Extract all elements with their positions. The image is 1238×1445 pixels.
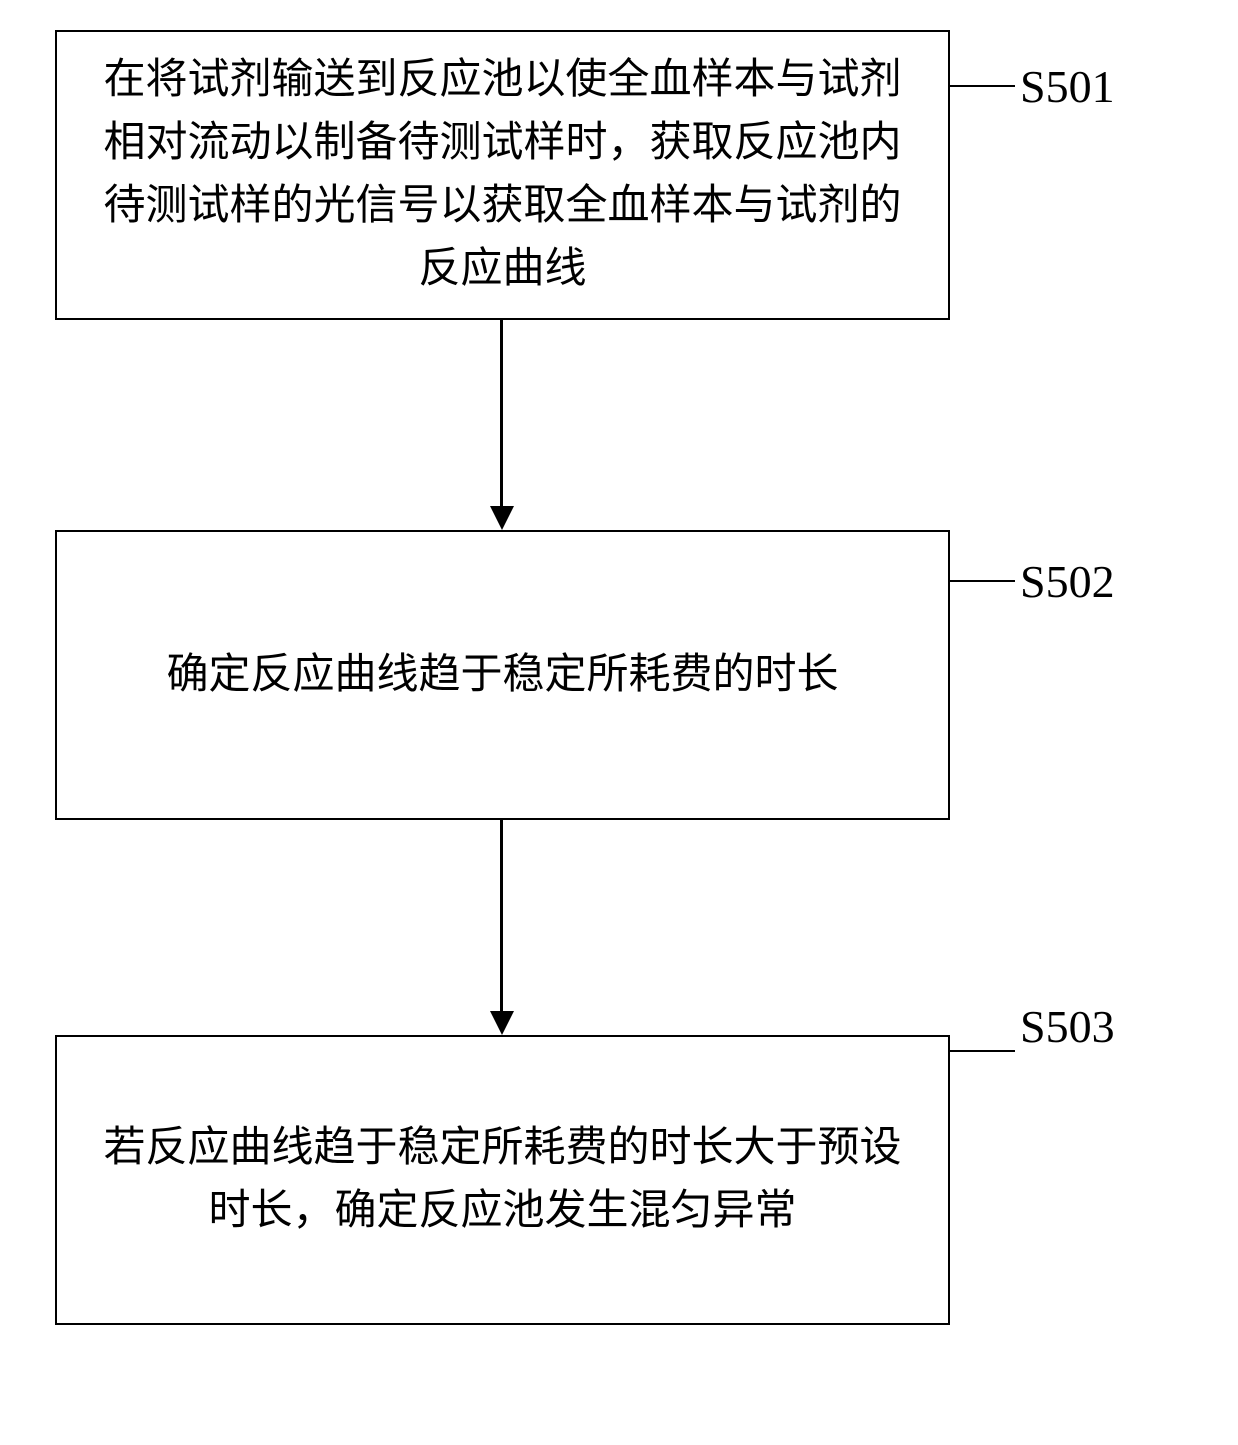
label-2-connector	[950, 580, 1015, 582]
arrow-1-line	[500, 320, 503, 506]
step-1-label: S501	[1020, 60, 1115, 113]
arrow-2-head	[490, 1011, 514, 1035]
step-2-label: S502	[1020, 555, 1115, 608]
flowchart-container: 在将试剂输送到反应池以使全血样本与试剂相对流动以制备待测试样时，获取反应池内待测…	[0, 0, 1238, 1445]
step-1-text: 在将试剂输送到反应池以使全血样本与试剂相对流动以制备待测试样时，获取反应池内待测…	[97, 49, 908, 301]
arrow-2-line	[500, 820, 503, 1011]
label-3-connector	[950, 1050, 1015, 1052]
flowchart-step-2: 确定反应曲线趋于稳定所耗费的时长	[55, 530, 950, 820]
step-3-text: 若反应曲线趋于稳定所耗费的时长大于预设时长，确定反应池发生混匀异常	[97, 1117, 908, 1243]
step-3-label: S503	[1020, 1000, 1115, 1053]
flowchart-step-3: 若反应曲线趋于稳定所耗费的时长大于预设时长，确定反应池发生混匀异常	[55, 1035, 950, 1325]
label-1-connector	[950, 85, 1015, 87]
flowchart-step-1: 在将试剂输送到反应池以使全血样本与试剂相对流动以制备待测试样时，获取反应池内待测…	[55, 30, 950, 320]
arrow-1-head	[490, 506, 514, 530]
step-2-text: 确定反应曲线趋于稳定所耗费的时长	[166, 644, 838, 707]
